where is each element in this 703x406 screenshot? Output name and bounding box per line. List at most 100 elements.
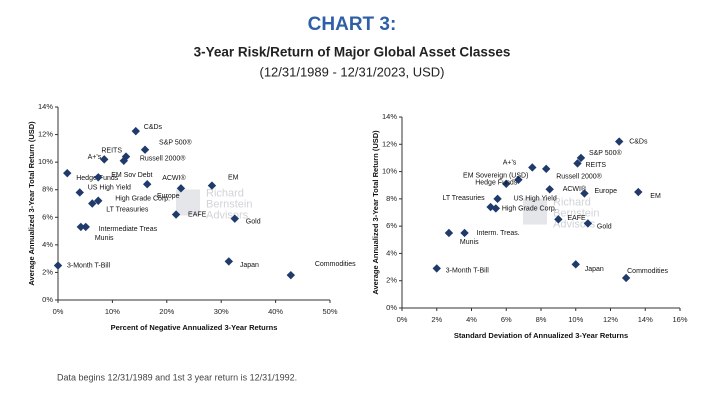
point-label: REITS	[101, 147, 122, 154]
point	[63, 168, 72, 178]
x-tick-label: 16%	[672, 315, 687, 324]
x-tick-label: 40%	[268, 307, 283, 316]
point-label: Russell 2000®	[140, 155, 186, 163]
watermark: Richard	[206, 187, 244, 199]
point-label: High Grade Corp.	[502, 205, 557, 212]
y-tick-label: 8%	[386, 194, 397, 203]
point	[634, 187, 643, 197]
point-label: Interm. Treas.	[477, 230, 520, 237]
point	[491, 204, 501, 213]
point-label: C&Ds	[629, 138, 648, 145]
point-label: US High Yield	[514, 196, 557, 203]
point	[545, 185, 554, 194]
point-label: 3-Month T-Bill	[446, 267, 489, 274]
point	[286, 270, 296, 280]
point	[171, 210, 181, 219]
point	[571, 260, 580, 269]
point	[100, 155, 109, 164]
point-label: Japan	[240, 262, 259, 269]
x-tick-label: 4%	[466, 315, 477, 324]
point	[576, 153, 586, 163]
watermark: Advisors	[206, 209, 249, 221]
point	[444, 228, 454, 238]
point	[230, 214, 239, 223]
point	[88, 199, 97, 208]
x-tick-label: 14%	[638, 315, 653, 324]
point-label: Europe	[594, 188, 617, 195]
y-axis-label: Average Annualized 3-Year Total Return (…	[27, 121, 36, 286]
point-label: EM Sov Debt	[111, 172, 152, 179]
y-tick-label: 0%	[42, 295, 53, 304]
point	[580, 189, 589, 198]
point-label: LT Treasuries	[442, 195, 485, 202]
point-label: A+'s	[503, 159, 517, 166]
point-label: High Grade Corp.	[115, 196, 170, 203]
x-tick-label: 10%	[105, 307, 120, 316]
y-tick-label: 10%	[38, 157, 53, 166]
point	[554, 215, 563, 224]
point-label: 3-Month T-Bill	[67, 262, 110, 269]
point-label: Intermediate Treas	[99, 226, 158, 233]
point	[143, 180, 152, 189]
point	[614, 137, 624, 146]
x-tick-label: 10%	[568, 315, 583, 324]
point-label: Commodities	[627, 268, 668, 275]
point	[460, 228, 469, 238]
date-range: (12/31/1989 - 12/31/2023, USD)	[259, 64, 444, 79]
x-tick-label: 30%	[214, 307, 229, 316]
y-tick-label: 2%	[42, 267, 53, 276]
y-axis-label: Average Annualized 3-Year Total Return (…	[371, 130, 380, 295]
point-label: Munis	[95, 235, 114, 242]
point-label: Gold	[246, 219, 261, 226]
subtitle: 3-Year Risk/Return of Major Global Asset…	[194, 45, 511, 60]
point	[207, 181, 217, 190]
x-tick-label: 8%	[536, 315, 547, 324]
point	[176, 184, 186, 193]
y-tick-label: 6%	[42, 212, 53, 221]
point	[528, 163, 537, 172]
y-tick-label: 4%	[42, 240, 53, 249]
y-tick-label: 14%	[382, 112, 397, 121]
x-tick-label: 6%	[501, 315, 512, 324]
point	[542, 164, 551, 174]
x-axis-label: Percent of Negative Annualized 3-Year Re…	[111, 323, 278, 332]
point-label: Japan	[585, 266, 604, 273]
point-label: Munis	[460, 239, 479, 246]
watermark: Bernstein	[206, 198, 252, 210]
y-tick-label: 8%	[42, 185, 53, 194]
point-label: ACWI®	[162, 174, 186, 182]
point	[583, 219, 593, 228]
x-tick-label: 50%	[322, 307, 337, 316]
point-label: EM Sovereign (USD)	[463, 173, 528, 180]
watermark: Bernstein	[553, 207, 599, 219]
point-label: S&P 500®	[589, 149, 623, 157]
y-tick-label: 2%	[386, 276, 397, 285]
point-label: Hedge Funds	[475, 180, 518, 187]
point	[502, 179, 511, 189]
y-tick-label: 4%	[386, 248, 397, 257]
x-tick-label: 12%	[603, 315, 618, 324]
point	[131, 126, 140, 136]
point	[621, 273, 631, 283]
point-label: Commodities	[315, 261, 356, 268]
point	[53, 261, 63, 270]
point	[514, 175, 523, 184]
point-label: Europe	[157, 193, 180, 200]
point-label: EAFE	[188, 211, 207, 218]
x-tick-label: 20%	[159, 307, 174, 316]
x-axis-label: Standard Deviation of Annualized 3-Year …	[454, 331, 628, 340]
point	[76, 222, 86, 232]
watermark: Richard	[553, 196, 591, 208]
y-tick-label: 10%	[382, 167, 397, 176]
point	[81, 222, 90, 232]
point	[573, 159, 582, 168]
point-label: ACWI®	[563, 185, 587, 193]
point	[94, 173, 103, 182]
y-tick-label: 6%	[386, 221, 397, 230]
watermark-box	[176, 189, 200, 216]
point	[121, 152, 131, 161]
point-label: A+'s	[88, 154, 102, 161]
point	[224, 257, 234, 266]
